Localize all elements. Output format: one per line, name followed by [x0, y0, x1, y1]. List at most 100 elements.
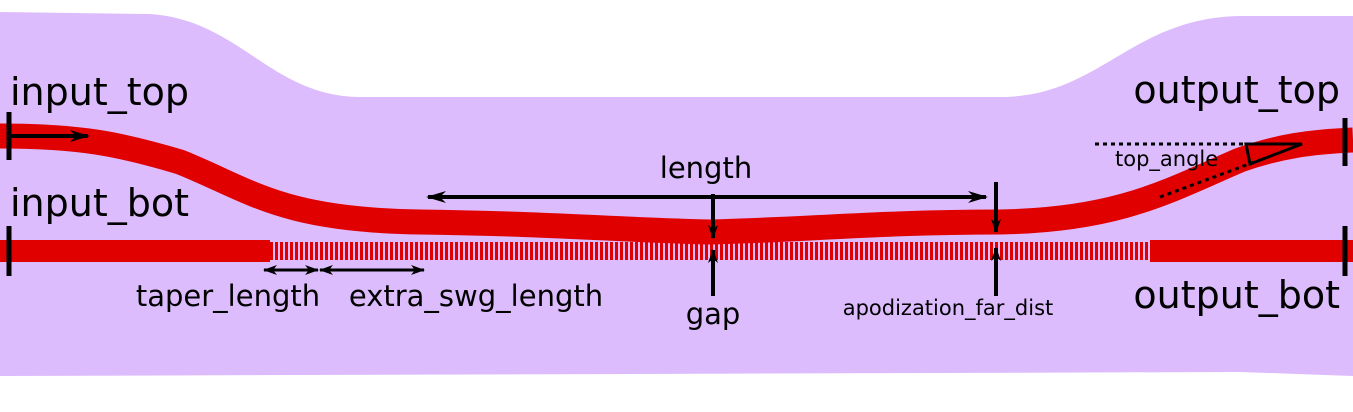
swg-segment	[465, 242, 468, 260]
swg-segment	[1005, 242, 1008, 260]
swg-segment	[415, 242, 418, 260]
swg-segment	[280, 242, 283, 260]
swg-segment	[375, 242, 378, 260]
swg-segment	[900, 242, 903, 260]
swg-segment	[500, 242, 503, 260]
swg-segment	[830, 242, 833, 260]
swg-segment	[795, 242, 798, 260]
swg-segment	[800, 242, 803, 260]
swg-segment	[460, 242, 463, 260]
swg-segment	[340, 242, 343, 260]
top-angle-wedge	[1244, 142, 1303, 167]
swg-segment	[630, 242, 633, 260]
swg-segment	[705, 242, 708, 260]
swg-segment	[1055, 242, 1058, 260]
swg-segment	[920, 242, 923, 260]
swg-segment	[520, 242, 523, 260]
swg-segment	[930, 242, 933, 260]
swg-segment	[525, 242, 528, 260]
swg-segment	[880, 242, 883, 260]
swg-segment	[300, 242, 303, 260]
swg-segment	[325, 242, 328, 260]
swg-segment	[315, 242, 318, 260]
swg-segment	[1135, 242, 1138, 260]
swg-segment	[430, 242, 433, 260]
swg-segment	[440, 242, 443, 260]
swg-segment	[445, 242, 448, 260]
label-top-angle: top_angle	[1115, 147, 1218, 172]
swg-segment	[1025, 242, 1028, 260]
top-angle-slope-line	[1159, 158, 1261, 199]
swg-segment	[290, 242, 293, 260]
swg-segment	[905, 242, 908, 260]
swg-segment	[275, 242, 278, 260]
swg-segment	[1075, 242, 1078, 260]
swg-segment	[360, 242, 363, 260]
swg-segment	[915, 242, 918, 260]
label-output-bot: output_bot	[1133, 273, 1340, 317]
swg-segment	[485, 242, 488, 260]
swg-segment	[400, 242, 403, 260]
subwavelength-grating	[270, 242, 1148, 260]
swg-segment	[1015, 242, 1018, 260]
swg-segment	[310, 242, 313, 260]
swg-segment	[835, 242, 838, 260]
swg-segment	[725, 242, 728, 260]
swg-segment	[810, 242, 813, 260]
swg-segment	[350, 242, 353, 260]
swg-segment	[535, 242, 538, 260]
swg-segment	[405, 242, 408, 260]
swg-segment	[370, 242, 373, 260]
swg-segment	[540, 242, 543, 260]
swg-segment	[645, 242, 648, 260]
swg-segment	[295, 242, 298, 260]
swg-segment	[955, 242, 958, 260]
swg-segment	[990, 242, 993, 260]
swg-segment	[885, 242, 888, 260]
swg-segment	[1095, 242, 1098, 260]
swg-segment	[345, 242, 348, 260]
swg-segment	[730, 242, 733, 260]
swg-segment	[1010, 242, 1013, 260]
swg-segment	[470, 242, 473, 260]
swg-segment	[320, 242, 323, 260]
swg-segment	[505, 242, 508, 260]
swg-segment	[395, 242, 398, 260]
swg-segment	[685, 242, 688, 260]
swg-segment	[760, 242, 763, 260]
swg-segment	[875, 242, 878, 260]
swg-segment	[750, 242, 753, 260]
swg-segment	[555, 242, 558, 260]
swg-segment	[715, 242, 718, 260]
swg-segment	[970, 242, 973, 260]
swg-segment	[480, 242, 483, 260]
swg-segment	[510, 242, 513, 260]
swg-segment	[790, 242, 793, 260]
swg-segment	[1125, 242, 1128, 260]
swg-segment	[1045, 242, 1048, 260]
swg-segment	[620, 242, 623, 260]
swg-segment	[530, 242, 533, 260]
swg-segment	[1040, 242, 1043, 260]
swg-segment	[980, 242, 983, 260]
swg-segment	[1145, 242, 1148, 260]
swg-segment	[435, 242, 438, 260]
label-output-top: output_top	[1133, 68, 1340, 112]
swg-segment	[330, 242, 333, 260]
swg-segment	[595, 242, 598, 260]
swg-segment	[1060, 242, 1063, 260]
swg-segment	[975, 242, 978, 260]
swg-segment	[1085, 242, 1088, 260]
swg-segment	[625, 242, 628, 260]
swg-segment	[700, 242, 703, 260]
swg-segment	[675, 242, 678, 260]
swg-segment	[635, 242, 638, 260]
swg-segment	[860, 242, 863, 260]
swg-segment	[1000, 242, 1003, 260]
label-apodization-far-dist: apodization_far_dist	[843, 296, 1054, 321]
swg-segment	[1100, 242, 1103, 260]
swg-segment	[670, 242, 673, 260]
swg-segment	[740, 242, 743, 260]
swg-segment	[825, 242, 828, 260]
swg-segment	[770, 242, 773, 260]
